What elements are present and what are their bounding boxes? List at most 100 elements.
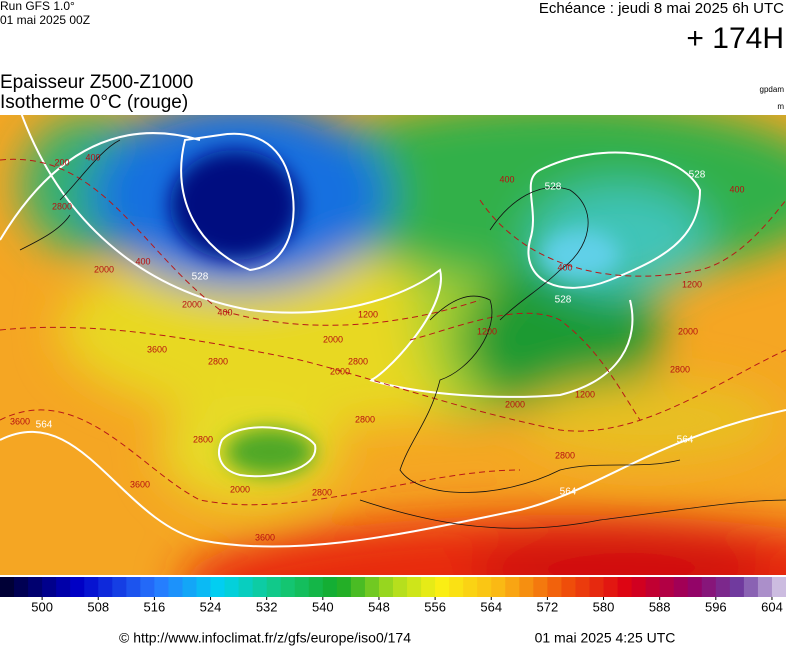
colorbar-swatch: [757, 577, 773, 597]
colorbar-swatch: [266, 577, 282, 597]
colorbar-swatch: [322, 577, 338, 597]
map-field: [0, 115, 786, 575]
colorbar-tick-label: 564: [480, 599, 502, 614]
colorbar-swatch: [280, 577, 296, 597]
thickness-label: 528: [555, 295, 572, 306]
isotherm-label: 400: [557, 262, 572, 272]
colorbar-swatch: [70, 577, 85, 597]
colorbar-swatch: [126, 577, 141, 597]
footer-url: © http://www.infoclimat.fr/z/gfs/europe/…: [119, 630, 411, 646]
colorbar-swatch: [477, 577, 492, 597]
colorbar-swatch: [308, 577, 324, 597]
isotherm-label: 3600: [130, 479, 150, 489]
colorbar-swatch: [449, 577, 464, 597]
thickness-label: 564: [677, 435, 694, 446]
isotherm-label: 2000: [94, 264, 114, 274]
colorbar-swatch: [687, 577, 703, 597]
colorbar-swatch: [617, 577, 633, 597]
colorbar-swatch: [112, 577, 127, 597]
thickness-label: 528: [192, 272, 209, 283]
colorbar: 500 508 516 524 532 540 548 556 564 572 580 588 596 6…: [0, 577, 786, 614]
colorbar-swatch: [589, 577, 605, 597]
isotherm-label: 1200: [682, 279, 702, 289]
colorbar-tick-label: 516: [144, 599, 166, 614]
colorbar-swatch: [603, 577, 619, 597]
isotherm-label: 3600: [10, 416, 30, 426]
colorbar-swatch: [743, 577, 759, 597]
footer-timestamp: 01 mai 2025 4:25 UTC: [535, 630, 676, 646]
colorbar-tick-label: 524: [200, 599, 222, 614]
isotherm-label: 400: [729, 184, 744, 194]
colorbar-swatch: [182, 577, 197, 597]
isotherm-label: 2000: [230, 484, 250, 494]
isotherm-label: 400: [85, 152, 100, 162]
colorbar-swatch: [364, 577, 380, 597]
colorbar-swatch: [561, 577, 576, 597]
isotherm-label: 2000: [678, 326, 698, 336]
isotherm-label: 2000: [330, 366, 350, 376]
colorbar-swatch: [154, 577, 169, 597]
colorbar-swatch: [547, 577, 562, 597]
isotherm-label: 2800: [555, 450, 575, 460]
isotherm-label: 1200: [358, 309, 378, 319]
isotherm-label: 2000: [182, 299, 202, 309]
colorbar-swatch: [224, 577, 240, 597]
thickness-label: 528: [545, 182, 562, 193]
colorbar-tick-label: 532: [256, 599, 278, 614]
isotherm-label: 2000: [505, 399, 525, 409]
colorbar-swatch: [98, 577, 113, 597]
colorbar-tick-label: 580: [593, 599, 615, 614]
isotherm-label: 400: [217, 307, 232, 317]
colorbar-swatch: [771, 577, 786, 597]
colorbar-swatch: [378, 577, 394, 597]
isotherm-label: 1200: [575, 389, 595, 399]
colorbar-swatch: [14, 577, 29, 597]
colorbar-tick-label: 596: [705, 599, 727, 614]
colorbar-swatch: [729, 577, 745, 597]
colorbar-swatch: [0, 577, 15, 597]
colorbar-swatch: [238, 577, 254, 597]
colorbar-swatch: [336, 577, 352, 597]
colorbar-tick-label: 548: [368, 599, 390, 614]
colorbar-swatch: [168, 577, 183, 597]
colorbar-tick-label: 588: [649, 599, 671, 614]
title-isotherm: Isotherme 0°C (rouge): [0, 92, 188, 113]
colorbar-swatch: [56, 577, 71, 597]
thickness-label: 564: [36, 420, 53, 431]
colorbar-tick-label: 572: [537, 599, 559, 614]
isotherm-label: 2800: [312, 487, 332, 497]
isotherm-label: 2800: [670, 364, 690, 374]
forecast-time: Echéance : jeudi 8 mai 2025 6h UTC: [539, 0, 784, 17]
isotherm-label: 2800: [193, 434, 213, 444]
colorbar-tick-label: 508: [87, 599, 109, 614]
colorbar-swatch: [491, 577, 506, 597]
isotherm-label: 400: [135, 256, 150, 266]
colorbar-swatch: [575, 577, 590, 597]
isotherm-label: 2800: [348, 356, 368, 366]
colorbar-swatch: [196, 577, 212, 597]
colorbar-swatch: [393, 577, 408, 597]
colorbar-swatch: [533, 577, 548, 597]
unit-isotherm: m: [777, 102, 784, 111]
thickness-label: 564: [560, 487, 577, 498]
isotherm-label: 2800: [355, 414, 375, 424]
colorbar-swatch: [645, 577, 661, 597]
colorbar-swatch: [421, 577, 436, 597]
colorbar-swatch: [715, 577, 731, 597]
colorbar-swatch: [701, 577, 717, 597]
lead-time: + 174H: [686, 22, 784, 55]
colorbar-swatch: [435, 577, 450, 597]
title-thickness: Epaisseur Z500-Z1000: [0, 72, 193, 93]
colorbar-tick-label: 540: [312, 599, 334, 614]
colorbar-swatch: [42, 577, 57, 597]
isotherm-label: 2000: [323, 334, 343, 344]
colorbar-swatch: [294, 577, 310, 597]
colorbar-swatch: [140, 577, 155, 597]
colorbar-swatch: [631, 577, 647, 597]
isotherm-label: 1200: [477, 326, 497, 336]
colorbar-tick-label: 604: [761, 599, 783, 614]
colorbar-swatch: [463, 577, 478, 597]
colorbar-swatch: [505, 577, 520, 597]
